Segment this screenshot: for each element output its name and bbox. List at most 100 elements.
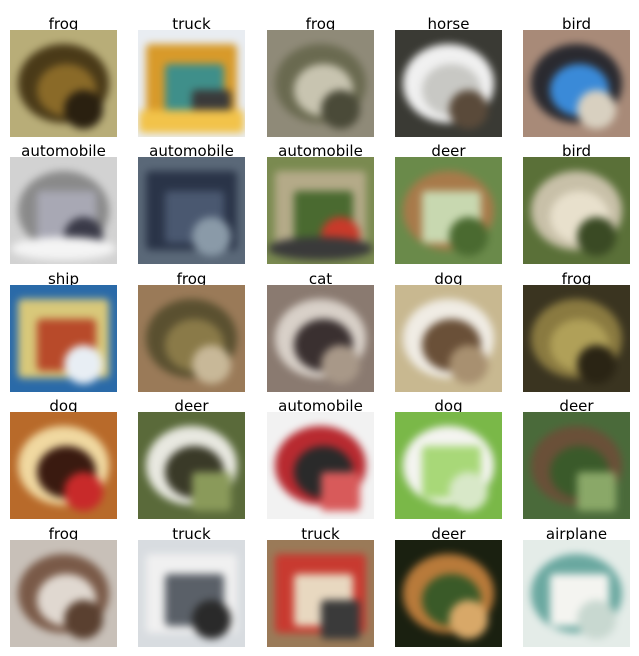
image-label: automobile <box>149 142 234 160</box>
image-shape <box>448 345 488 385</box>
grid-cell: bird <box>523 9 630 137</box>
grid-cell: truck <box>138 9 245 137</box>
image-thumbnail <box>267 540 374 647</box>
image-shape <box>191 345 231 385</box>
image-shape <box>448 472 488 512</box>
image-label: deer <box>559 397 594 415</box>
image-shape <box>448 90 488 130</box>
image-thumbnail <box>395 30 502 137</box>
image-thumbnail <box>395 412 502 519</box>
image-shape <box>320 472 360 512</box>
image-thumbnail <box>523 540 630 647</box>
image-label: ship <box>47 270 79 288</box>
image-thumbnail <box>138 30 245 137</box>
grid-cell: automobile <box>10 136 117 264</box>
image-shape <box>191 600 231 640</box>
image-shape <box>320 345 360 385</box>
grid-cell: airplane <box>523 519 630 647</box>
image-shape <box>576 345 616 385</box>
grid-cell: truck <box>267 519 374 647</box>
grid-cell: deer <box>523 391 630 519</box>
image-thumbnail <box>10 540 117 647</box>
image-shape <box>63 472 103 512</box>
image-thumbnail <box>267 157 374 264</box>
grid-cell: deer <box>138 391 245 519</box>
image-thumbnail <box>138 285 245 392</box>
grid-cell: ship <box>10 264 117 392</box>
image-shape <box>139 109 244 134</box>
image-shape <box>191 217 231 257</box>
image-thumbnail <box>138 540 245 647</box>
grid-cell: frog <box>267 9 374 137</box>
grid-cell: deer <box>395 136 502 264</box>
image-label: dog <box>49 397 78 415</box>
image-shape <box>448 217 488 257</box>
image-label: automobile <box>21 142 106 160</box>
grid-cell: cat <box>267 264 374 392</box>
image-label: dog <box>434 270 463 288</box>
image-label: automobile <box>278 142 363 160</box>
image-shape <box>191 472 231 512</box>
image-shape <box>320 600 360 640</box>
image-label: frog <box>48 15 79 33</box>
image-shape <box>268 236 373 261</box>
image-thumbnail <box>395 157 502 264</box>
grid-cell: automobile <box>138 136 245 264</box>
image-thumbnail <box>523 412 630 519</box>
image-shape <box>448 600 488 640</box>
image-thumbnail <box>10 412 117 519</box>
grid-cell: bird <box>523 136 630 264</box>
grid-cell: horse <box>395 9 502 137</box>
grid-cell: automobile <box>267 391 374 519</box>
image-label: dog <box>434 397 463 415</box>
image-label: bird <box>561 15 592 33</box>
grid-cell: automobile <box>267 136 374 264</box>
image-label: frog <box>176 270 207 288</box>
grid-cell: dog <box>395 264 502 392</box>
image-label: truck <box>172 15 211 33</box>
image-label: truck <box>301 525 340 543</box>
image-thumbnail <box>138 157 245 264</box>
image-shape <box>576 90 616 130</box>
image-thumbnail <box>395 540 502 647</box>
image-thumbnail <box>10 30 117 137</box>
image-label: frog <box>305 15 336 33</box>
grid-cell: truck <box>138 519 245 647</box>
image-thumbnail <box>138 412 245 519</box>
image-thumbnail <box>267 412 374 519</box>
grid-cell: dog <box>395 391 502 519</box>
image-thumbnail <box>523 285 630 392</box>
image-thumbnail <box>395 285 502 392</box>
image-label: automobile <box>278 397 363 415</box>
image-label: deer <box>431 525 466 543</box>
image-thumbnail <box>10 285 117 392</box>
image-label: horse <box>427 15 470 33</box>
grid-cell: frog <box>10 519 117 647</box>
image-shape <box>63 600 103 640</box>
image-shape <box>320 90 360 130</box>
image-shape <box>576 217 616 257</box>
image-label: truck <box>172 525 211 543</box>
image-thumbnail <box>523 30 630 137</box>
image-shape <box>63 345 103 385</box>
image-label: deer <box>174 397 209 415</box>
image-thumbnail <box>10 157 117 264</box>
image-label: bird <box>561 142 592 160</box>
image-shape <box>576 472 616 512</box>
image-label: deer <box>431 142 466 160</box>
grid-cell: frog <box>138 264 245 392</box>
grid-cell: dog <box>10 391 117 519</box>
grid-cell: frog <box>523 264 630 392</box>
image-thumbnail <box>267 285 374 392</box>
image-shape <box>11 236 116 261</box>
image-label: cat <box>308 270 333 288</box>
image-label: airplane <box>545 525 608 543</box>
image-label: frog <box>48 525 79 543</box>
image-shape <box>63 90 103 130</box>
image-thumbnail <box>267 30 374 137</box>
image-shape <box>576 600 616 640</box>
grid-cell: frog <box>10 9 117 137</box>
image-thumbnail <box>523 157 630 264</box>
grid-cell: deer <box>395 519 502 647</box>
